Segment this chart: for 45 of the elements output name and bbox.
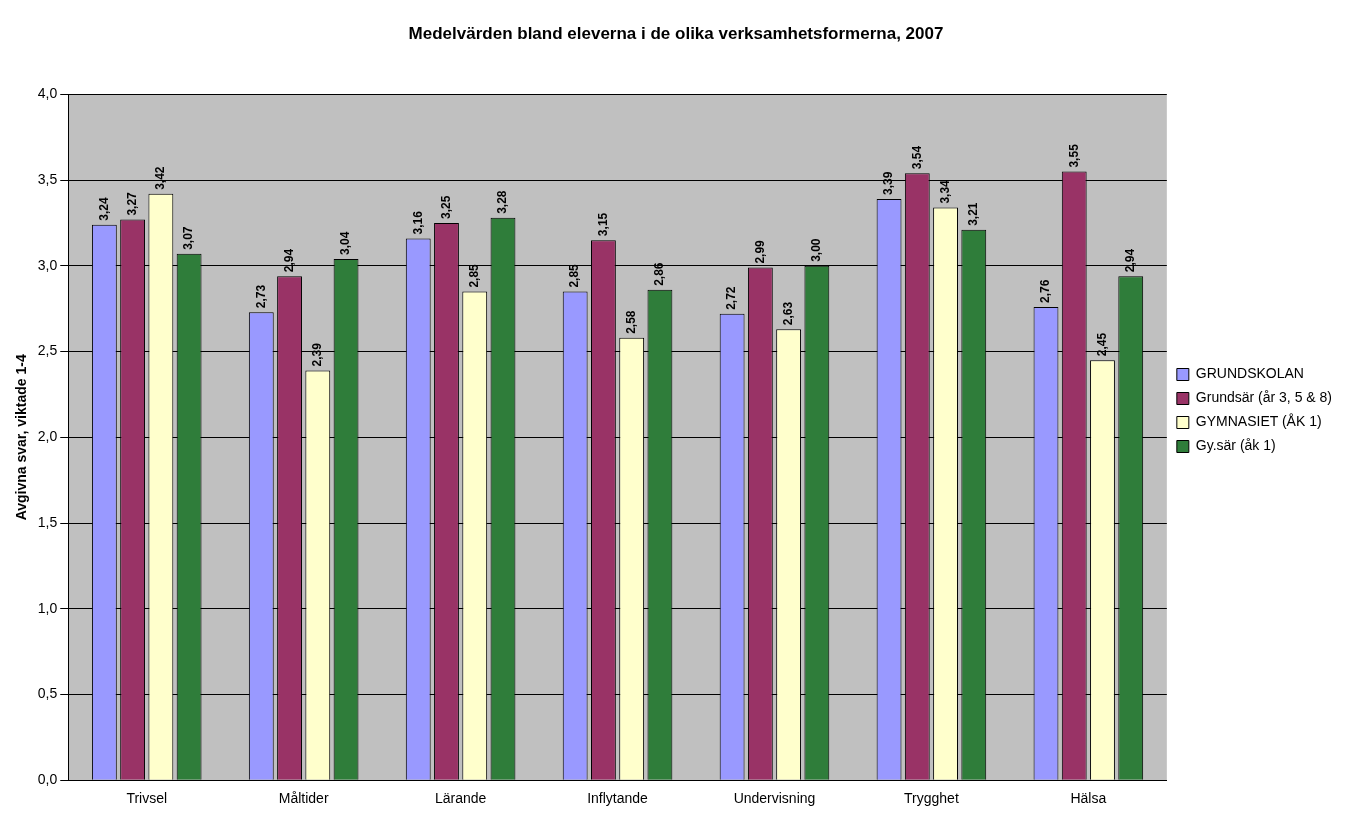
y-tick-label: 0,5 xyxy=(37,685,58,702)
x-tick-label: Trygghet xyxy=(904,790,959,807)
chart-title: Medelvärden bland eleverna i de olika verksamhetsformerna, 2007 xyxy=(408,23,944,43)
data-label: 3,21 xyxy=(966,202,981,226)
data-label: 3,16 xyxy=(410,210,425,235)
x-tick-label: Trivsel xyxy=(126,790,168,807)
y-axis-title: Avgivna svar, viktade 1-4 xyxy=(13,354,30,521)
y-tick-label: 3,5 xyxy=(37,170,58,187)
legend-label: Gy.sär (åk 1) xyxy=(1195,437,1276,454)
data-label: 3,15 xyxy=(595,212,610,237)
y-tick-label: 1,0 xyxy=(37,599,58,616)
data-label: 3,34 xyxy=(937,179,952,204)
y-tick-label: 3,0 xyxy=(37,256,58,273)
x-tick-label: Lärande xyxy=(434,790,487,807)
x-tick-label: Måltider xyxy=(278,790,329,807)
y-tick-label: 2,0 xyxy=(37,428,58,445)
data-label: 2,73 xyxy=(253,284,268,309)
data-label: 3,28 xyxy=(495,190,510,214)
data-label: 2,86 xyxy=(652,262,667,286)
y-tick-label: 0,0 xyxy=(37,771,58,788)
data-label: 2,72 xyxy=(724,286,739,310)
data-label: 3,07 xyxy=(181,226,196,250)
data-label: 3,54 xyxy=(909,145,924,170)
data-label: 3,24 xyxy=(96,197,111,221)
x-tick-label: Undervisning xyxy=(733,790,816,807)
data-label: 3,27 xyxy=(124,191,139,216)
data-label: 2,99 xyxy=(752,239,767,264)
y-tick-label: 4,0 xyxy=(37,85,58,102)
data-label: 2,63 xyxy=(780,301,795,326)
data-label: 3,00 xyxy=(809,238,824,262)
y-tick-label: 2,5 xyxy=(37,342,58,359)
data-label: 2,58 xyxy=(623,310,638,334)
data-label: 3,04 xyxy=(338,231,353,255)
data-label: 3,55 xyxy=(1066,143,1081,168)
x-tick-label: Hälsa xyxy=(1070,790,1107,807)
data-label: 2,76 xyxy=(1038,279,1053,303)
data-label: 3,25 xyxy=(438,195,453,219)
data-label: 3,42 xyxy=(153,166,168,190)
legend-label: GYMNASIET (ÅK 1) xyxy=(1195,413,1322,430)
legend-label: Grundsär (år 3, 5 & 8) xyxy=(1195,389,1333,406)
x-tick-label: Inflytande xyxy=(587,790,649,807)
data-label: 2,94 xyxy=(1123,248,1138,273)
data-label: 2,94 xyxy=(281,248,296,273)
y-tick-label: 1,5 xyxy=(37,513,58,530)
legend-label: GRUNDSKOLAN xyxy=(1195,365,1304,382)
